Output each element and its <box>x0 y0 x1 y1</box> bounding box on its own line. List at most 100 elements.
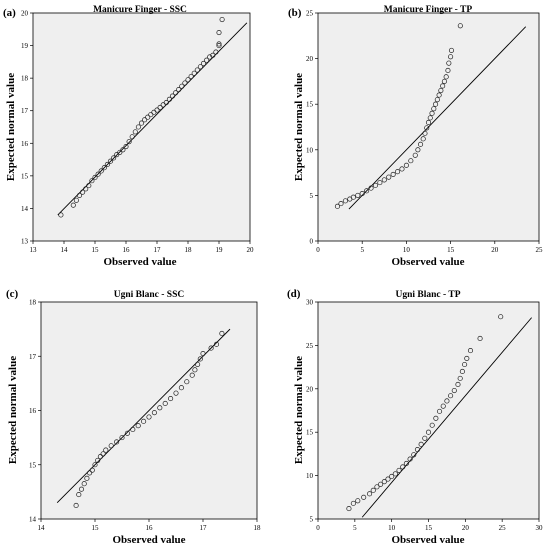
data-point <box>184 379 190 385</box>
x-tick-label: 20 <box>491 246 499 254</box>
data-point <box>145 114 151 120</box>
data-point <box>407 456 413 462</box>
x-tick-label: 15 <box>92 246 100 254</box>
x-tick-label: 5 <box>353 524 357 532</box>
data-point <box>392 471 398 477</box>
x-tick-label: 19 <box>216 246 224 254</box>
data-point <box>173 90 179 96</box>
data-point <box>191 70 197 76</box>
data-point <box>114 439 120 445</box>
data-point <box>124 430 130 436</box>
data-point <box>185 77 191 83</box>
data-point <box>132 129 138 135</box>
data-point <box>455 381 461 388</box>
reference-line <box>56 328 231 504</box>
data-point <box>208 345 214 351</box>
data-point <box>176 86 182 93</box>
y-tick-label: 0 <box>310 238 314 246</box>
panel-letter: (c) <box>6 288 19 300</box>
data-point <box>119 435 125 441</box>
y-tick-label: 14 <box>29 516 37 524</box>
data-point <box>359 191 365 197</box>
y-tick-label: 10 <box>306 146 314 154</box>
y-tick-label: 18 <box>29 299 37 307</box>
x-tick-label: 16 <box>146 524 154 532</box>
panel-title: Manicure Finger - SSC <box>93 5 187 15</box>
data-point <box>197 356 203 362</box>
y-tick-label: 5 <box>310 192 314 200</box>
data-point <box>162 400 168 406</box>
x-tick-label: 17 <box>154 246 162 254</box>
panel-a: (a) Manicure Finger - SSC 13 14 15 16 17 18 19 20… <box>3 5 254 268</box>
x-axis-label: Observed value <box>391 534 464 546</box>
y-tick-label: 14 <box>21 205 29 213</box>
x-tick-label: 16 <box>123 246 131 254</box>
data-point <box>210 52 216 58</box>
data-point <box>381 479 387 485</box>
y-tick-label: 15 <box>29 461 37 469</box>
data-point <box>219 16 225 23</box>
x-tick-label: 14 <box>38 524 46 532</box>
data-point <box>433 415 439 421</box>
data-point <box>346 506 352 512</box>
data-point <box>200 60 207 67</box>
data-point <box>76 492 82 498</box>
data-point <box>372 182 379 188</box>
y-tick-label: 19 <box>21 42 29 50</box>
data-point <box>399 166 405 172</box>
panel-d: (d) Ugni Blanc - TP0 5 10 15 20 25 305101520253… <box>287 288 543 546</box>
data-point <box>81 481 87 487</box>
data-point <box>76 192 83 198</box>
x-tick-label: 5 <box>360 246 364 254</box>
data-point <box>117 149 123 155</box>
panel-title: Ugni Blanc - SSC <box>114 290 185 300</box>
data-point <box>151 410 157 416</box>
data-point <box>89 178 95 184</box>
x-tick-label: 15 <box>92 524 100 532</box>
data-point <box>195 361 201 367</box>
x-tick-label: 14 <box>61 246 69 254</box>
data-point <box>425 119 432 125</box>
y-axis-label: Expected normal value <box>293 356 305 464</box>
data-point <box>338 201 344 207</box>
data-point <box>207 54 213 60</box>
data-point <box>370 487 376 493</box>
data-point <box>367 491 373 497</box>
data-point <box>163 100 169 106</box>
data-point <box>396 467 402 473</box>
data-point <box>417 141 424 147</box>
x-tick-label: 18 <box>254 524 262 532</box>
data-point <box>355 498 361 504</box>
data-point <box>431 106 437 112</box>
data-point <box>477 335 483 342</box>
data-point <box>213 341 220 347</box>
panel-title: Manicure Finger - TP <box>384 5 473 15</box>
y-tick-label: 15 <box>306 101 314 109</box>
data-point <box>427 115 433 121</box>
x-tick-label: 30 <box>536 524 544 532</box>
data-point <box>142 117 148 123</box>
data-point <box>70 202 76 208</box>
data-point <box>146 414 152 420</box>
panel-b: (b) Manicure Finger - TP 0 5 10 15 20 25 0 5 10 15 2… <box>288 5 543 268</box>
data-point <box>100 451 106 457</box>
y-tick-label: 16 <box>21 140 29 148</box>
data-point <box>445 67 451 74</box>
data-point <box>448 393 454 399</box>
reference-line <box>361 317 532 518</box>
data-point <box>429 422 435 428</box>
data-point <box>97 454 103 460</box>
data-point <box>433 101 439 107</box>
data-point <box>179 83 185 89</box>
data-point <box>108 443 114 449</box>
data-point <box>58 212 64 218</box>
y-tick-label: 25 <box>306 342 314 350</box>
data-point <box>135 423 141 429</box>
data-point <box>440 403 446 409</box>
data-point <box>141 418 147 424</box>
data-point <box>89 467 95 473</box>
data-point <box>412 152 418 158</box>
x-tick-label: 20 <box>462 524 470 532</box>
data-point <box>157 104 163 111</box>
data-point <box>138 120 145 126</box>
